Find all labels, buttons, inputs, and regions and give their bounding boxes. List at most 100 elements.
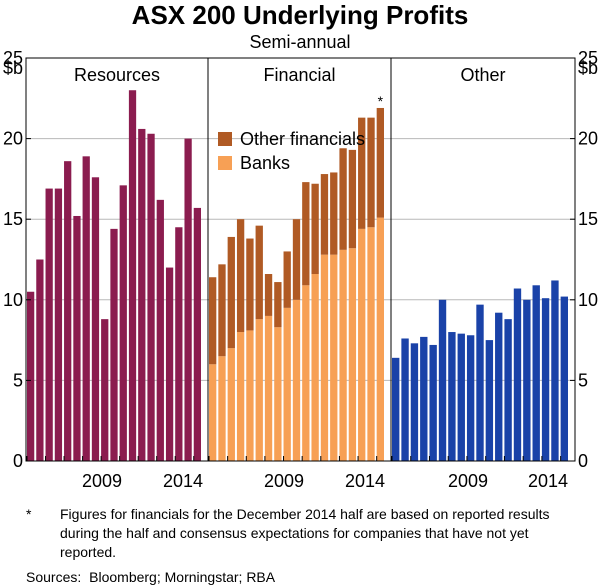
y-tick-label-right: 0 [578, 451, 588, 471]
x-tick-label: 2014 [163, 471, 203, 491]
bar-other-financials [292, 219, 301, 300]
bar [128, 90, 137, 462]
bar-banks [236, 332, 245, 461]
footnote-marker: * [26, 506, 32, 522]
bar [27, 291, 35, 461]
bar-banks [339, 249, 347, 461]
bar [485, 340, 494, 461]
x-tick-label: 2009 [82, 471, 122, 491]
bar-banks [218, 356, 226, 461]
bar-other-financials [218, 264, 226, 357]
bar-other-financials [330, 172, 338, 255]
bar-other-financials [246, 238, 254, 331]
legend-label: Banks [240, 153, 290, 173]
chart-subtitle: Semi-annual [249, 32, 351, 52]
y-tick-label-right: 20 [578, 129, 598, 149]
bar [91, 177, 100, 462]
bar-banks [255, 319, 263, 461]
bar-banks [358, 228, 366, 461]
bar-other-financials [283, 251, 291, 308]
bar [476, 304, 484, 461]
y-axis-unit-left: $b [3, 58, 23, 78]
bar [560, 296, 568, 461]
bar-banks [330, 254, 338, 461]
panel-title-resources: Resources [74, 65, 160, 85]
bar-other-financials [274, 282, 282, 328]
bar-other-financials [302, 182, 310, 286]
bar-banks [348, 248, 357, 461]
bar [401, 338, 409, 461]
bar-banks [209, 364, 217, 461]
bar-other-financials [264, 274, 273, 316]
bar [138, 128, 146, 461]
bar [119, 185, 127, 461]
chart-title: ASX 200 Underlying Profits [131, 0, 469, 30]
bar-banks [274, 327, 282, 461]
bar-other-financials [311, 183, 319, 275]
bar [466, 335, 475, 461]
bar [193, 207, 201, 461]
bar-other-financials [209, 277, 217, 365]
bar [541, 298, 550, 461]
bar [457, 333, 465, 461]
y-tick-label-left: 20 [3, 129, 23, 149]
plot-frame [25, 57, 576, 462]
y-tick-label-left: 0 [13, 451, 23, 471]
legend-swatch [218, 156, 232, 170]
bar [110, 228, 118, 461]
bar [36, 259, 44, 461]
x-tick-label: 2014 [528, 471, 568, 491]
bar [513, 288, 522, 461]
sources-label: Sources: [26, 569, 82, 585]
bar-other-financials [348, 149, 357, 249]
bar-other-financials [339, 148, 347, 250]
sources-line: Sources: Bloomberg; Morningstar; RBA [26, 568, 279, 587]
y-tick-label-left: 25 [3, 48, 23, 68]
bar [82, 156, 90, 461]
bar-banks [302, 285, 310, 461]
bar-banks [376, 217, 384, 461]
bar-banks [246, 330, 254, 461]
bar [156, 199, 164, 462]
bar-annotation: * [378, 93, 384, 109]
bar-banks [283, 307, 291, 461]
sources-text: Bloomberg; Morningstar; RBA [89, 569, 276, 585]
bar [101, 319, 109, 461]
bar-other-financials [236, 219, 245, 333]
bar-banks [292, 299, 301, 461]
y-tick-label-right: 15 [578, 209, 598, 229]
bar [438, 299, 447, 461]
bar [165, 267, 174, 461]
legend-swatch [218, 132, 232, 146]
bar [147, 133, 155, 461]
bar-banks [311, 274, 319, 461]
bar [45, 188, 53, 461]
panel-title-other: Other [460, 65, 505, 85]
panel-title-financial: Financial [263, 65, 335, 85]
y-tick-label-left: 5 [13, 370, 23, 390]
bar [410, 343, 419, 461]
bar-banks [227, 348, 235, 461]
y-axis-unit-right: $b [578, 58, 598, 78]
bar-banks [367, 227, 375, 461]
y-tick-label-left: 15 [3, 209, 23, 229]
bar [532, 285, 540, 461]
bar [420, 336, 428, 461]
bar-other-financials [358, 117, 366, 229]
bar [523, 299, 531, 461]
bar [73, 215, 81, 461]
bar [54, 188, 63, 461]
bar [64, 161, 72, 462]
bar-banks [264, 315, 273, 461]
footnote-text: Figures for financials for the December … [60, 506, 550, 560]
bar-other-financials [367, 117, 375, 228]
x-tick-label: 2009 [264, 471, 304, 491]
bar [551, 280, 559, 461]
bar-other-financials [376, 107, 384, 218]
bar [175, 227, 183, 461]
bar [429, 344, 437, 461]
bar-other-financials [255, 225, 263, 320]
bar-other-financials [227, 236, 235, 349]
bar-other-financials [320, 174, 329, 255]
bar-banks [320, 254, 329, 461]
